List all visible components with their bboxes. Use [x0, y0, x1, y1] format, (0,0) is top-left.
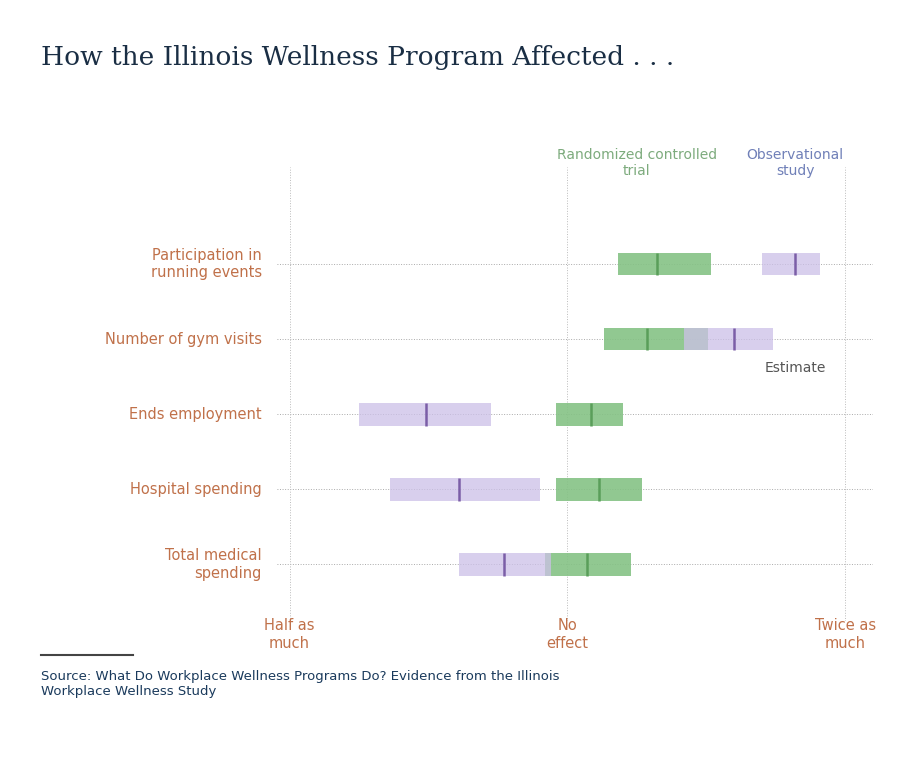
Text: How the Illinois Wellness Program Affected . . .: How the Illinois Wellness Program Affect… — [41, 45, 675, 70]
Bar — [556, 403, 623, 425]
Text: Participation in
running events: Participation in running events — [151, 248, 262, 280]
Text: Observational
study: Observational study — [747, 148, 844, 178]
Text: Ends employment: Ends employment — [130, 407, 262, 422]
Text: Hospital spending: Hospital spending — [130, 482, 262, 497]
Bar — [604, 328, 708, 350]
Bar — [618, 253, 710, 276]
Text: Source: What Do Workplace Wellness Programs Do? Evidence from the Illinois
Workp: Source: What Do Workplace Wellness Progr… — [41, 670, 560, 698]
Text: No
effect: No effect — [547, 618, 588, 651]
Text: Randomized controlled
trial: Randomized controlled trial — [557, 148, 717, 178]
Bar — [762, 253, 821, 276]
Text: Estimate: Estimate — [765, 361, 826, 375]
Bar — [460, 553, 550, 575]
Bar — [545, 553, 631, 575]
Text: Half as
much: Half as much — [265, 618, 315, 651]
Bar — [556, 478, 642, 500]
Bar — [390, 478, 539, 500]
Bar — [684, 328, 773, 350]
Text: Total medical
spending: Total medical spending — [165, 548, 262, 581]
Text: Number of gym visits: Number of gym visits — [105, 332, 262, 347]
Text: Twice as
much: Twice as much — [815, 618, 876, 651]
Bar — [359, 403, 491, 425]
